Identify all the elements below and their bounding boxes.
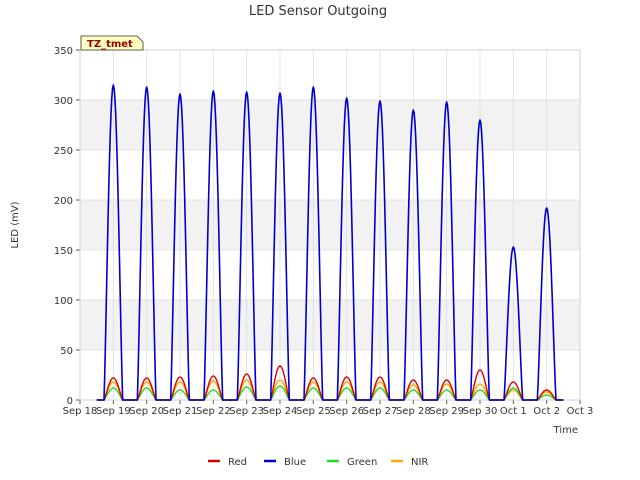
grid-band [80, 250, 580, 300]
x-tick-label: Sep 18 [63, 406, 98, 417]
x-tick-label: Oct 1 [500, 406, 527, 417]
grid-band [80, 200, 580, 250]
series-badge: TZ_tmet [80, 35, 144, 51]
y-tick-label: 0 [67, 396, 73, 407]
legend-label-blue: Blue [284, 457, 306, 468]
x-tick-label: Sep 25 [296, 406, 331, 417]
y-tick-label: 250 [54, 146, 73, 157]
x-tick-label: Sep 19 [96, 406, 131, 417]
y-tick-label: 150 [54, 246, 73, 257]
x-tick-label: Sep 27 [363, 406, 398, 417]
grid-band [80, 50, 580, 100]
chart-title: LED Sensor Outgoing [249, 4, 387, 19]
x-tick-label: Sep 26 [329, 406, 364, 417]
badge-label: TZ_tmet [87, 39, 133, 50]
y-tick-label: 300 [54, 96, 73, 107]
y-axis-label: LED (mV) [10, 201, 21, 248]
legend: Red Blue Green NIR [208, 457, 428, 468]
y-tick-label: 100 [54, 296, 73, 307]
x-tick-label: Sep 29 [429, 406, 464, 417]
grid-band [80, 100, 580, 150]
x-tick-label: Oct 2 [533, 406, 560, 417]
x-tick-label: Sep 28 [396, 406, 431, 417]
y-tick-label: 200 [54, 196, 73, 207]
series-line-blue [96, 84, 564, 401]
x-tick-label: Sep 24 [263, 406, 298, 417]
x-tick-label: Sep 20 [129, 406, 164, 417]
x-tick-label: Sep 23 [229, 406, 264, 417]
x-tick-label: Oct 3 [567, 406, 594, 417]
y-tick-label: 50 [60, 346, 73, 357]
grid-band [80, 300, 580, 350]
x-tick-label: Sep 21 [163, 406, 198, 417]
x-tick-label: Sep 22 [196, 406, 231, 417]
badge-box [80, 35, 144, 51]
y-tick-label: 350 [54, 46, 73, 57]
legend-label-nir: NIR [411, 457, 428, 468]
x-axis-label: Time [553, 425, 578, 436]
grid-band [80, 150, 580, 200]
legend-label-green: Green [347, 457, 377, 468]
legend-label-red: Red [228, 457, 247, 468]
x-tick-label: Sep 30 [463, 406, 498, 417]
grid-band [80, 350, 580, 400]
